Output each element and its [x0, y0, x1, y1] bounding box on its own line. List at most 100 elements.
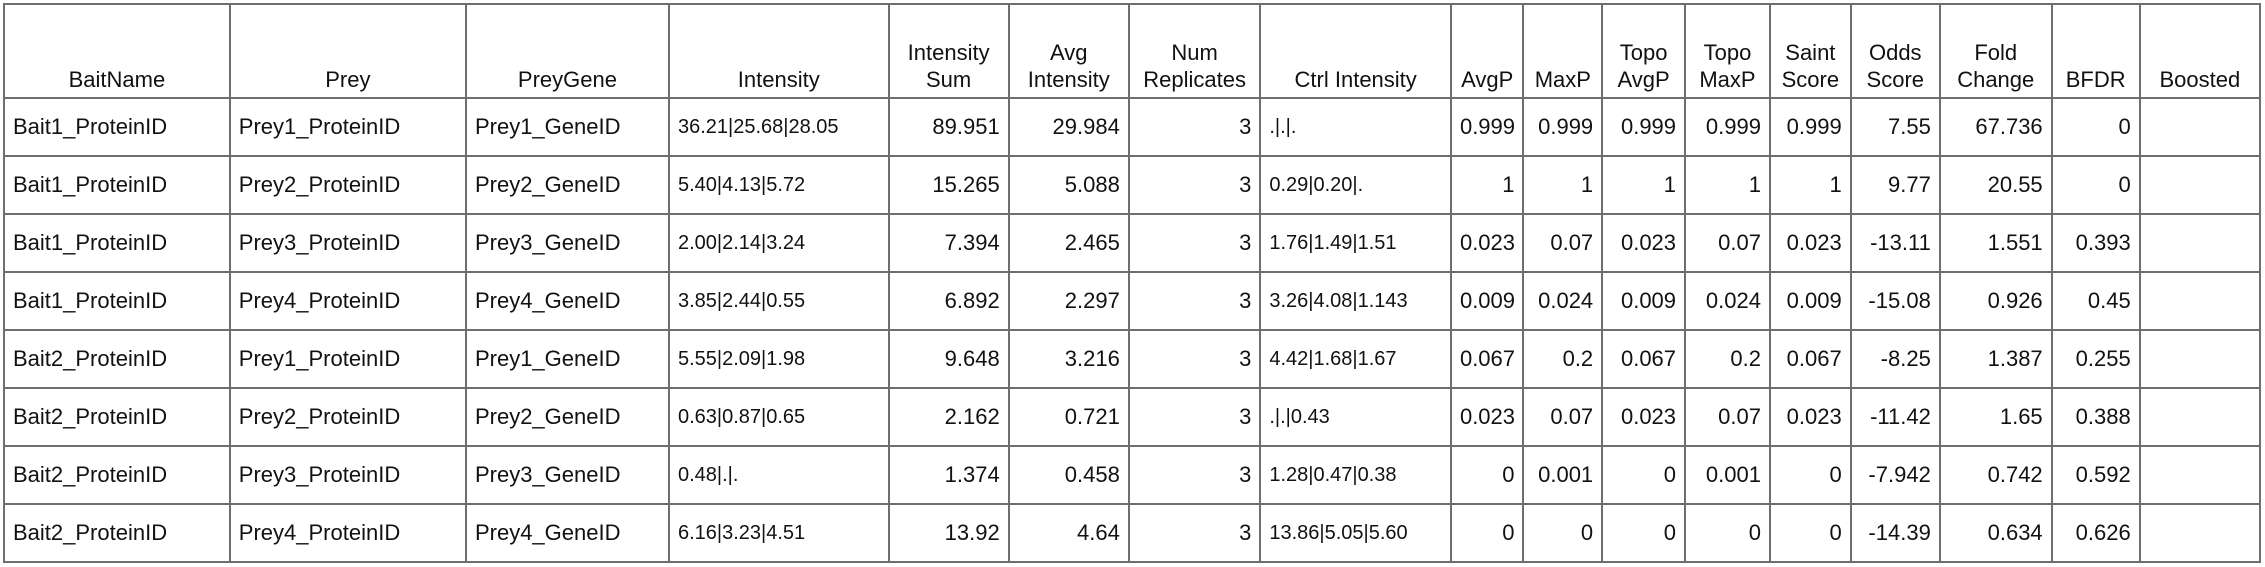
- cell-maxp: 0.07: [1522, 213, 1604, 273]
- cell-prey: Prey4_ProteinID: [228, 503, 467, 563]
- cell-bait-name: Bait2_ProteinID: [3, 445, 231, 505]
- cell-prey-gene: Prey4_GeneID: [464, 271, 670, 331]
- cell-intensity: 0.48|.|.: [667, 445, 890, 505]
- cell-bfdr: 0.626: [2050, 503, 2141, 563]
- cell-prey-gene: Prey1_GeneID: [464, 97, 670, 157]
- cell-fold-change: 1.387: [1938, 329, 2053, 389]
- cell-avg-intensity: 4.64: [1007, 503, 1130, 563]
- cell-topo-maxp: 0.001: [1684, 445, 1771, 505]
- cell-odds-score: -7.942: [1849, 445, 1941, 505]
- cell-avg-intensity: 29.984: [1007, 97, 1130, 157]
- cell-odds-score: -11.42: [1849, 387, 1941, 447]
- cell-bait-name: Bait1_ProteinID: [3, 271, 231, 331]
- cell-avg-intensity: 0.458: [1007, 445, 1130, 505]
- cell-odds-score: -14.39: [1849, 503, 1941, 563]
- header-row: BaitName Prey PreyGene Intensity Intensi…: [3, 3, 2262, 99]
- cell-ctrl-intensity: 4.42|1.68|1.67: [1259, 329, 1452, 389]
- cell-topo-avgp: 0.023: [1601, 213, 1687, 273]
- cell-topo-maxp: 0.2: [1684, 329, 1771, 389]
- cell-avgp: 0: [1449, 445, 1525, 505]
- col-header-boosted: Boosted: [2138, 3, 2262, 99]
- cell-odds-score: 9.77: [1849, 155, 1941, 215]
- table-row: Bait2_ProteinID Prey4_ProteinID Prey4_Gene…: [3, 503, 2262, 563]
- table-row: Bait1_ProteinID Prey4_ProteinID Prey4_Gene…: [3, 271, 2262, 331]
- cell-topo-avgp: 0.023: [1601, 387, 1687, 447]
- table-row: Bait2_ProteinID Prey3_ProteinID Prey3_Gene…: [3, 445, 2262, 505]
- cell-prey-gene: Prey2_GeneID: [464, 387, 670, 447]
- cell-saint-score: 0.999: [1768, 97, 1852, 157]
- cell-intensity: 5.55|2.09|1.98: [667, 329, 890, 389]
- cell-topo-avgp: 0.999: [1601, 97, 1687, 157]
- cell-boosted: [2138, 445, 2262, 505]
- table-row: Bait1_ProteinID Prey3_ProteinID Prey3_Gene…: [3, 213, 2262, 273]
- cell-fold-change: 0.926: [1938, 271, 2053, 331]
- results-table-container: BaitName Prey PreyGene Intensity Intensi…: [3, 3, 2262, 563]
- col-header-topo-avgp: Topo AvgP: [1601, 3, 1687, 99]
- cell-num-replicates: 3: [1127, 97, 1262, 157]
- cell-intensity-sum: 2.162: [887, 387, 1010, 447]
- col-header-fold-change: Fold Change: [1938, 3, 2053, 99]
- cell-maxp: 1: [1522, 155, 1604, 215]
- table-row: Bait1_ProteinID Prey2_ProteinID Prey2_Gene…: [3, 155, 2262, 215]
- cell-bfdr: 0.388: [2050, 387, 2141, 447]
- cell-bait-name: Bait2_ProteinID: [3, 503, 231, 563]
- cell-prey-gene: Prey3_GeneID: [464, 213, 670, 273]
- cell-boosted: [2138, 329, 2262, 389]
- cell-num-replicates: 3: [1127, 271, 1262, 331]
- cell-boosted: [2138, 97, 2262, 157]
- cell-avg-intensity: 3.216: [1007, 329, 1130, 389]
- cell-intensity: 36.21|25.68|28.05: [667, 97, 890, 157]
- cell-ctrl-intensity: 1.76|1.49|1.51: [1259, 213, 1452, 273]
- cell-topo-maxp: 0.999: [1684, 97, 1771, 157]
- cell-bfdr: 0.592: [2050, 445, 2141, 505]
- cell-saint-score: 1: [1768, 155, 1852, 215]
- col-header-bfdr: BFDR: [2050, 3, 2141, 99]
- cell-ctrl-intensity: 0.29|0.20|.: [1259, 155, 1452, 215]
- cell-saint-score: 0.023: [1768, 387, 1852, 447]
- cell-topo-avgp: 1: [1601, 155, 1687, 215]
- cell-intensity: 0.63|0.87|0.65: [667, 387, 890, 447]
- cell-topo-avgp: 0.009: [1601, 271, 1687, 331]
- cell-avgp: 0: [1449, 503, 1525, 563]
- cell-bfdr: 0.255: [2050, 329, 2141, 389]
- col-header-odds-score: Odds Score: [1849, 3, 1941, 99]
- cell-num-replicates: 3: [1127, 387, 1262, 447]
- cell-boosted: [2138, 503, 2262, 563]
- cell-avgp: 0.023: [1449, 213, 1525, 273]
- cell-num-replicates: 3: [1127, 329, 1262, 389]
- col-header-prey: Prey: [228, 3, 467, 99]
- cell-odds-score: 7.55: [1849, 97, 1941, 157]
- cell-topo-maxp: 0.024: [1684, 271, 1771, 331]
- cell-topo-maxp: 0: [1684, 503, 1771, 563]
- cell-bait-name: Bait1_ProteinID: [3, 213, 231, 273]
- cell-bfdr: 0.393: [2050, 213, 2141, 273]
- cell-topo-maxp: 0.07: [1684, 387, 1771, 447]
- cell-odds-score: -13.11: [1849, 213, 1941, 273]
- cell-topo-avgp: 0: [1601, 445, 1687, 505]
- cell-intensity-sum: 1.374: [887, 445, 1010, 505]
- cell-bfdr: 0.45: [2050, 271, 2141, 331]
- col-header-ctrl-intensity: Ctrl Intensity: [1259, 3, 1452, 99]
- col-header-saint-score: Saint Score: [1768, 3, 1852, 99]
- cell-bait-name: Bait2_ProteinID: [3, 329, 231, 389]
- col-header-avg-intensity: Avg Intensity: [1007, 3, 1130, 99]
- cell-odds-score: -15.08: [1849, 271, 1941, 331]
- cell-bait-name: Bait2_ProteinID: [3, 387, 231, 447]
- cell-fold-change: 1.65: [1938, 387, 2053, 447]
- col-header-intensity-sum: Intensity Sum: [887, 3, 1010, 99]
- cell-ctrl-intensity: 13.86|5.05|5.60: [1259, 503, 1452, 563]
- cell-prey: Prey1_ProteinID: [228, 329, 467, 389]
- col-header-num-replicates: Num Replicates: [1127, 3, 1262, 99]
- cell-num-replicates: 3: [1127, 213, 1262, 273]
- cell-avgp: 0.999: [1449, 97, 1525, 157]
- cell-intensity: 2.00|2.14|3.24: [667, 213, 890, 273]
- cell-prey: Prey3_ProteinID: [228, 213, 467, 273]
- cell-avgp: 0.067: [1449, 329, 1525, 389]
- cell-topo-avgp: 0.067: [1601, 329, 1687, 389]
- cell-avg-intensity: 2.465: [1007, 213, 1130, 273]
- cell-avgp: 0.009: [1449, 271, 1525, 331]
- cell-prey: Prey2_ProteinID: [228, 387, 467, 447]
- cell-intensity: 6.16|3.23|4.51: [667, 503, 890, 563]
- cell-maxp: 0.999: [1522, 97, 1604, 157]
- cell-saint-score: 0.067: [1768, 329, 1852, 389]
